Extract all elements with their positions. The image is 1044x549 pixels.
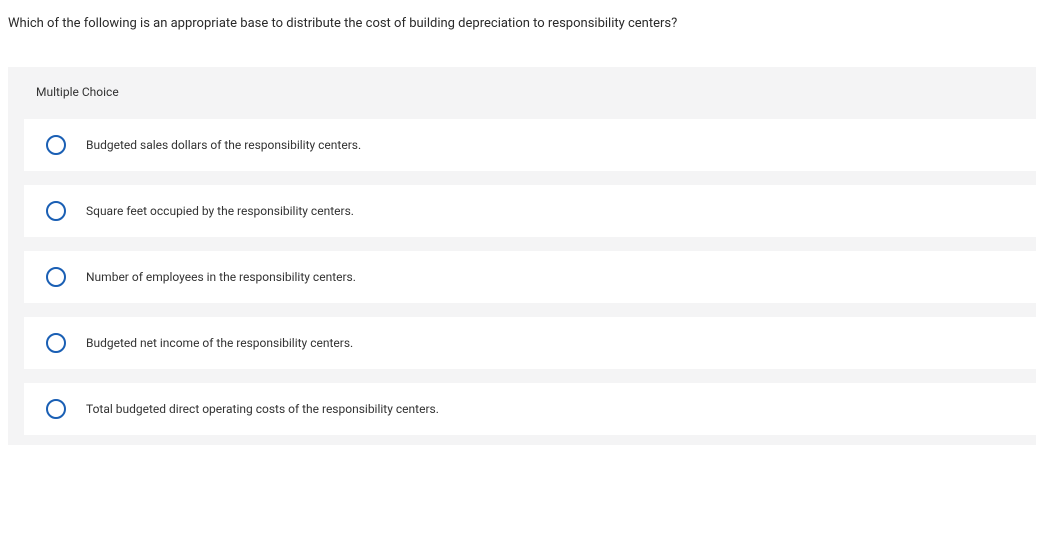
question-container: Multiple Choice Budgeted sales dollars o… xyxy=(8,67,1036,445)
option-row-2[interactable]: Square feet occupied by the responsibili… xyxy=(24,185,1036,237)
option-row-4[interactable]: Budgeted net income of the responsibilit… xyxy=(24,317,1036,369)
option-label: Square feet occupied by the responsibili… xyxy=(86,204,354,218)
radio-button-icon[interactable] xyxy=(46,135,66,155)
option-row-3[interactable]: Number of employees in the responsibilit… xyxy=(24,251,1036,303)
option-row-1[interactable]: Budgeted sales dollars of the responsibi… xyxy=(24,119,1036,171)
options-wrapper: Budgeted sales dollars of the responsibi… xyxy=(8,119,1036,435)
option-label: Budgeted sales dollars of the responsibi… xyxy=(86,138,361,152)
section-header: Multiple Choice xyxy=(8,67,1036,119)
radio-button-icon[interactable] xyxy=(46,333,66,353)
radio-button-icon[interactable] xyxy=(46,201,66,221)
radio-button-icon[interactable] xyxy=(46,267,66,287)
option-row-5[interactable]: Total budgeted direct operating costs of… xyxy=(24,383,1036,435)
option-label: Budgeted net income of the responsibilit… xyxy=(86,336,353,350)
question-text: Which of the following is an appropriate… xyxy=(0,0,1044,41)
radio-button-icon[interactable] xyxy=(46,399,66,419)
option-label: Number of employees in the responsibilit… xyxy=(86,270,356,284)
option-label: Total budgeted direct operating costs of… xyxy=(86,402,439,416)
